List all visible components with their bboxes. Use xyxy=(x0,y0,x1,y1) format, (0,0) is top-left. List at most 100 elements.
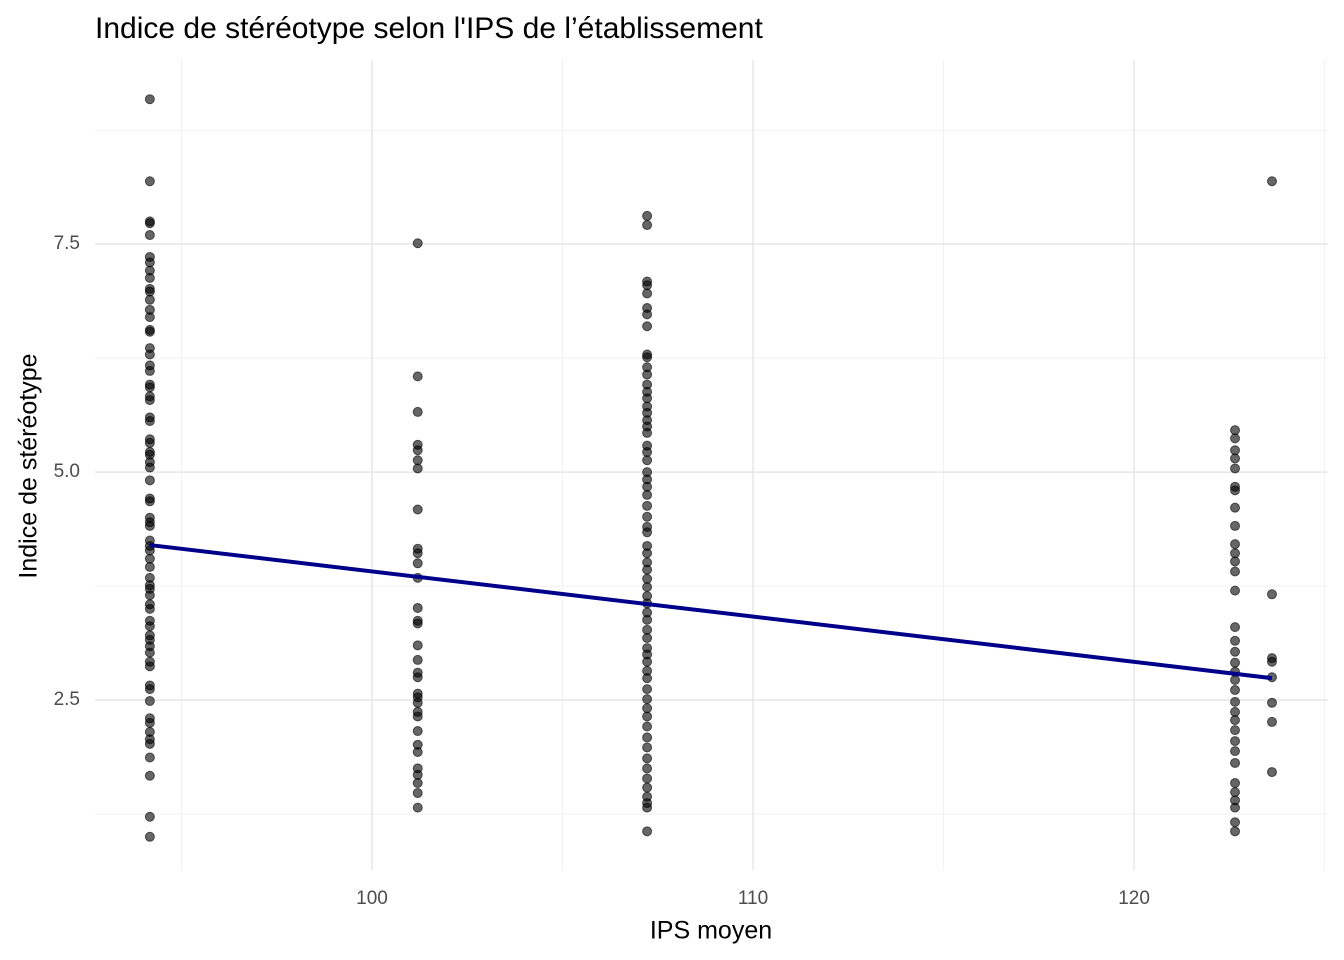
point xyxy=(642,280,653,291)
point xyxy=(1230,646,1241,657)
point xyxy=(144,230,155,241)
point xyxy=(1230,453,1241,464)
point xyxy=(642,309,653,320)
point xyxy=(1230,657,1241,668)
point xyxy=(1266,176,1277,187)
point xyxy=(642,220,653,231)
point xyxy=(1230,566,1241,577)
point xyxy=(144,218,155,229)
point xyxy=(642,573,653,584)
point xyxy=(642,447,653,458)
point xyxy=(1230,706,1241,717)
point xyxy=(1230,445,1241,456)
point xyxy=(642,393,653,404)
point xyxy=(412,747,423,758)
point xyxy=(642,489,653,500)
point xyxy=(412,455,423,466)
point xyxy=(412,672,423,683)
point xyxy=(412,445,423,456)
point xyxy=(1230,736,1241,747)
y-tick-label: 7.5 xyxy=(54,233,80,254)
point xyxy=(642,455,653,466)
point xyxy=(144,811,155,822)
point xyxy=(412,238,423,249)
point xyxy=(412,504,423,515)
point xyxy=(144,382,155,393)
point xyxy=(144,475,155,486)
point xyxy=(412,558,423,569)
point xyxy=(144,437,155,448)
point xyxy=(1266,589,1277,600)
point xyxy=(144,590,155,601)
point xyxy=(144,272,155,283)
point xyxy=(1230,696,1241,707)
point xyxy=(642,782,653,793)
point xyxy=(144,416,155,427)
point xyxy=(642,210,653,221)
point xyxy=(1230,548,1241,559)
point xyxy=(412,602,423,613)
point xyxy=(642,633,653,644)
point xyxy=(642,763,653,774)
point xyxy=(412,711,423,722)
point xyxy=(144,365,155,376)
point xyxy=(144,738,155,749)
point xyxy=(1230,817,1241,828)
point xyxy=(642,684,653,695)
point xyxy=(642,369,653,380)
point xyxy=(1230,635,1241,646)
y-tick-label: 5.0 xyxy=(54,461,80,482)
point xyxy=(1230,826,1241,837)
point xyxy=(412,697,423,708)
point xyxy=(412,654,423,665)
point xyxy=(642,288,653,299)
point xyxy=(144,294,155,305)
point xyxy=(144,561,155,572)
point xyxy=(642,773,653,784)
point xyxy=(144,621,155,632)
point xyxy=(412,778,423,789)
point xyxy=(1230,685,1241,696)
point xyxy=(642,694,653,705)
point xyxy=(1230,520,1241,531)
point xyxy=(642,753,653,764)
point xyxy=(642,703,653,714)
point xyxy=(642,321,653,332)
point xyxy=(642,564,653,575)
point xyxy=(642,711,653,722)
point xyxy=(1230,622,1241,633)
point xyxy=(144,312,155,323)
point xyxy=(642,826,653,837)
point xyxy=(1230,585,1241,596)
point xyxy=(412,463,423,474)
point xyxy=(1230,778,1241,789)
x-axis-title: IPS moyen xyxy=(650,917,772,945)
fit-line xyxy=(149,543,1273,681)
point xyxy=(1230,463,1241,474)
point xyxy=(412,618,423,629)
point xyxy=(144,695,155,706)
point xyxy=(642,624,653,635)
point xyxy=(1230,556,1241,567)
point xyxy=(1266,716,1277,727)
point xyxy=(642,614,653,625)
point xyxy=(1230,725,1241,736)
point xyxy=(144,462,155,473)
point xyxy=(1230,502,1241,513)
point xyxy=(642,481,653,492)
y-axis-title: Indice de stéréotype xyxy=(15,353,43,578)
point xyxy=(1266,656,1277,667)
x-tick-label: 100 xyxy=(356,888,388,909)
point xyxy=(412,548,423,559)
y-tick-label: 2.5 xyxy=(54,689,80,710)
point xyxy=(642,352,653,363)
x-tick-label: 110 xyxy=(738,888,768,909)
point xyxy=(412,769,423,780)
point xyxy=(144,661,155,672)
point xyxy=(144,647,155,658)
point xyxy=(144,684,155,695)
point xyxy=(642,673,653,684)
point xyxy=(144,831,155,842)
point xyxy=(642,732,653,743)
